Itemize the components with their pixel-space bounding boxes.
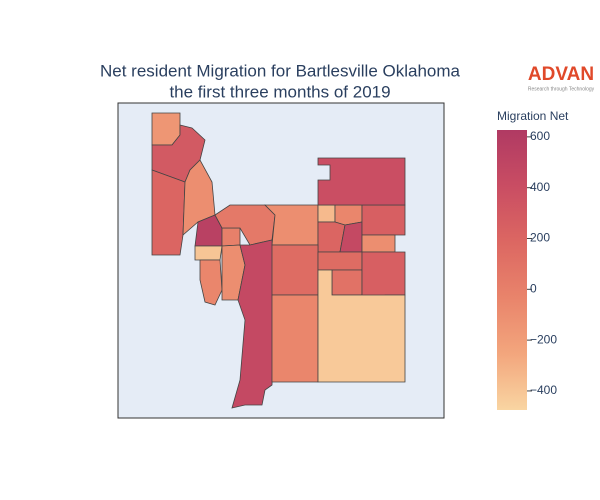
colorbar-tick-label: −400 xyxy=(530,383,557,397)
region xyxy=(317,157,406,206)
region xyxy=(182,159,216,236)
logo-text: ADVAN xyxy=(528,64,594,85)
region xyxy=(271,294,319,383)
region xyxy=(271,244,319,296)
region xyxy=(194,245,223,261)
colorbar-tick-label: 0 xyxy=(530,281,537,295)
region xyxy=(199,259,223,306)
region xyxy=(317,204,336,223)
chart-subtitle: the first three months of 2019 xyxy=(169,82,390,101)
colorbar-tick-label: 200 xyxy=(530,231,550,245)
colorbar-tick-label: −200 xyxy=(530,332,557,346)
colorbar xyxy=(497,130,527,410)
region xyxy=(221,227,241,247)
colorbar-tick-label: 600 xyxy=(530,129,550,143)
region xyxy=(331,269,363,296)
region xyxy=(151,169,186,256)
chart-title: Net resident Migration for Bartlesville … xyxy=(100,61,461,80)
logo-tagline: Research through Technology xyxy=(528,86,595,92)
region xyxy=(361,234,396,253)
colorbar-title: Migration Net xyxy=(497,109,569,123)
region xyxy=(317,269,406,383)
region xyxy=(317,251,363,271)
region xyxy=(334,204,363,226)
region xyxy=(361,204,406,236)
colorbar-tick-label: 400 xyxy=(530,180,550,194)
